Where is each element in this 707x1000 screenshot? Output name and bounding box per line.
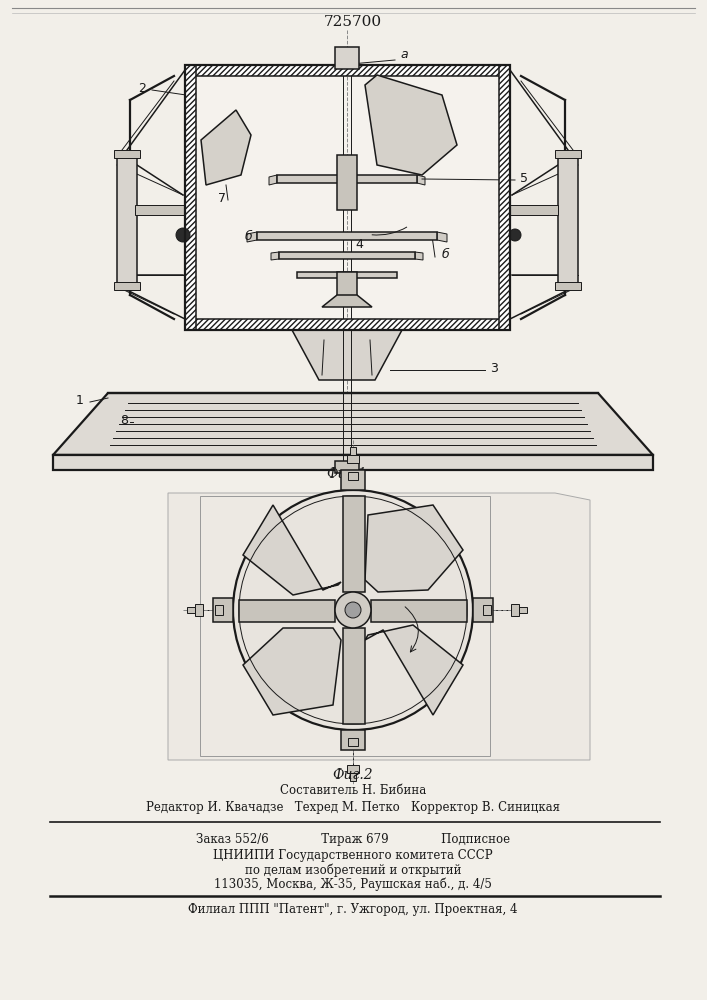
Bar [511,604,519,616]
Text: 2: 2 [138,82,146,95]
Polygon shape [365,75,457,175]
Text: Фиг.2: Фиг.2 [333,768,373,782]
Bar [337,155,357,210]
Bar [343,628,365,724]
Text: 1: 1 [76,393,84,406]
Bar [473,598,493,622]
Text: 113035, Москва, Ж-35, Раушская наб., д. 4/5: 113035, Москва, Ж-35, Раушская наб., д. … [214,877,492,891]
Text: 4: 4 [355,237,363,250]
Text: 7: 7 [218,192,226,205]
Bar [117,155,137,285]
Circle shape [509,229,521,241]
Bar [277,175,417,183]
Bar [185,65,196,330]
Bar [135,205,185,215]
Bar [213,598,233,622]
Text: ЦНИИПИ Государственного комитета СССР: ЦНИИПИ Государственного комитета СССР [214,850,493,862]
Bar [499,65,510,330]
Polygon shape [168,493,590,760]
Polygon shape [201,110,251,185]
Bar [187,607,195,613]
Text: Филиал ППП "Патент", г. Ужгород, ул. Проектная, 4: Филиал ППП "Патент", г. Ужгород, ул. Про… [188,904,518,916]
Bar [371,600,467,622]
Bar [350,447,356,455]
Circle shape [233,490,473,730]
Bar [200,496,490,756]
Bar [347,455,359,463]
Bar [347,765,359,773]
Text: а: а [400,48,408,62]
Bar [215,605,223,615]
Bar [195,604,203,616]
Circle shape [345,602,361,618]
Bar [519,607,527,613]
Text: по делам изобретений и открытий: по делам изобретений и открытий [245,863,461,877]
Text: Редактор И. Квачадзе   Техред М. Петко   Корректор В. Синицкая: Редактор И. Квачадзе Техред М. Петко Кор… [146,802,560,814]
Text: 725700: 725700 [324,15,382,29]
Bar [185,319,510,330]
Text: Фиг.1: Фиг.1 [327,467,368,481]
Polygon shape [292,330,402,380]
Bar [348,472,358,480]
Polygon shape [365,505,463,592]
Polygon shape [322,295,372,307]
Bar [341,730,365,750]
Polygon shape [271,252,279,260]
Polygon shape [417,175,425,185]
Bar [53,455,653,470]
Polygon shape [269,175,277,185]
Bar [341,470,365,490]
Bar [555,150,581,158]
Polygon shape [437,232,447,242]
Bar [257,232,437,240]
Bar [196,76,499,319]
Bar [483,605,491,615]
Polygon shape [243,628,341,715]
Bar [114,282,140,290]
Polygon shape [53,393,653,455]
Polygon shape [247,232,257,242]
Polygon shape [243,505,341,595]
Text: 8: 8 [120,414,128,426]
Bar [297,272,397,278]
Bar [510,205,558,215]
Text: Составитель Н. Бибина: Составитель Н. Бибина [280,784,426,796]
Bar [239,600,335,622]
Circle shape [335,592,371,628]
Circle shape [176,228,190,242]
Text: 5: 5 [520,172,528,184]
Bar [335,47,359,69]
Bar [343,496,365,592]
Bar [558,155,578,285]
Text: б: б [244,231,252,243]
Text: б: б [441,248,449,261]
Bar [348,738,358,746]
Bar [555,282,581,290]
Text: 3: 3 [490,361,498,374]
Bar [350,773,356,781]
Bar [185,65,510,330]
Bar [114,150,140,158]
Text: Заказ 552/6              Тираж 679              Подписное: Заказ 552/6 Тираж 679 Подписное [196,834,510,846]
Bar [335,461,359,473]
Polygon shape [365,625,463,715]
Bar [279,252,415,259]
Bar [185,65,510,76]
Bar [337,272,357,302]
Polygon shape [415,252,423,260]
